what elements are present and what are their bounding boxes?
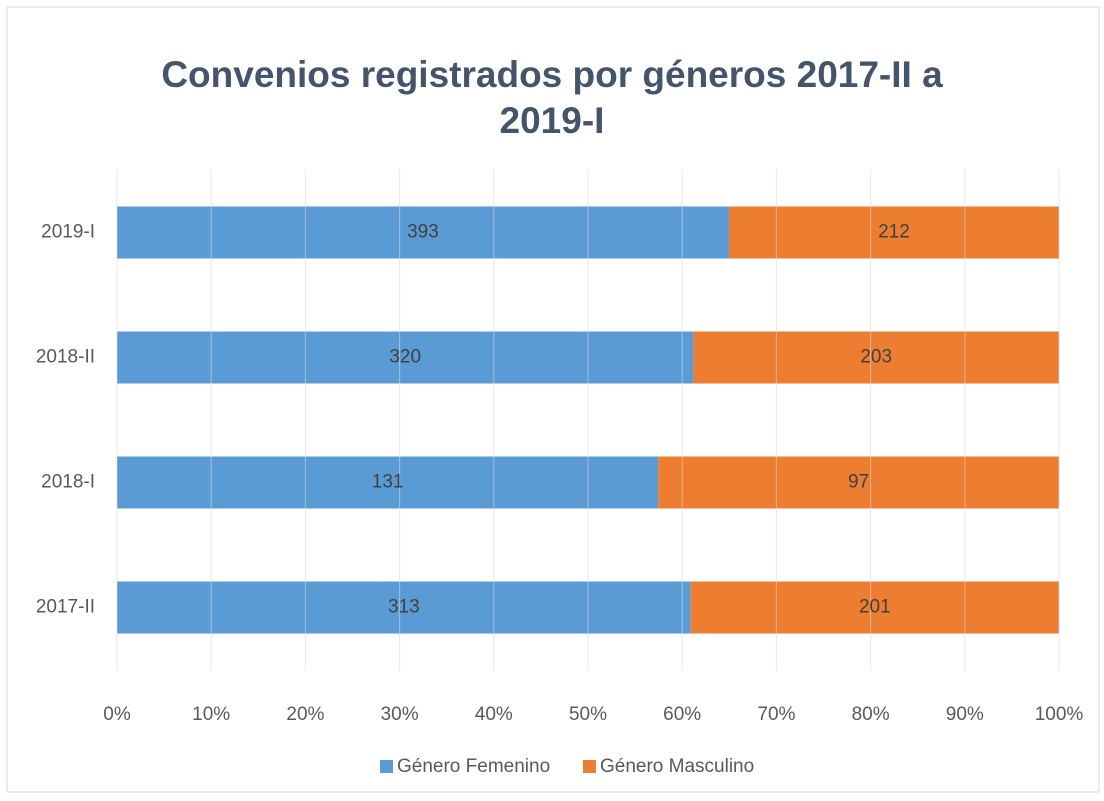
y-tick-label: 2019-I <box>41 222 95 243</box>
bar-segment <box>690 581 1059 634</box>
data-label: 212 <box>878 222 910 243</box>
chart-title: Convenios registrados por géneros 2017-I… <box>161 54 943 141</box>
x-tick-label: 90% <box>946 704 984 725</box>
y-tick-label: 2018-I <box>41 472 95 493</box>
x-tick-label: 70% <box>757 704 795 725</box>
bar-segment <box>117 206 729 259</box>
x-tick-label: 20% <box>286 704 324 725</box>
data-label: 203 <box>860 347 892 368</box>
bar-segment <box>117 581 691 634</box>
legend-swatch <box>583 760 596 773</box>
y-tick-label: 2018-II <box>36 347 95 368</box>
legend-swatch <box>380 760 393 773</box>
data-label: 131 <box>372 472 404 493</box>
bar-segment <box>728 206 1059 259</box>
x-tick-label: 80% <box>852 704 890 725</box>
x-tick-label: 10% <box>192 704 230 725</box>
data-label: 201 <box>859 597 891 618</box>
y-tick-label: 2017-II <box>36 597 95 618</box>
x-tick-label: 100% <box>1035 704 1084 725</box>
x-tick-label: 40% <box>475 704 513 725</box>
bar-segment <box>117 331 694 384</box>
data-label: 313 <box>388 597 420 618</box>
x-tick-label: 50% <box>569 704 607 725</box>
bar-segment <box>693 331 1059 384</box>
x-tick-label: 0% <box>103 704 131 725</box>
bar-segment <box>658 456 1059 509</box>
x-tick-label: 30% <box>381 704 419 725</box>
legend-label: Género Masculino <box>600 756 754 777</box>
data-label: 320 <box>389 347 421 368</box>
x-tick-label: 60% <box>663 704 701 725</box>
legend-label: Género Femenino <box>397 756 550 777</box>
data-label: 97 <box>848 472 869 493</box>
chart-frame <box>6 6 1100 793</box>
data-label: 393 <box>407 222 439 243</box>
bar-segment <box>117 456 659 509</box>
